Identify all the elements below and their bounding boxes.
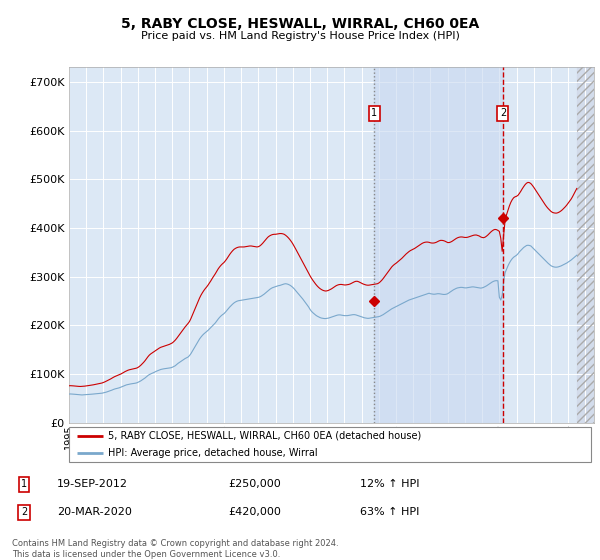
Text: 1: 1	[371, 109, 377, 118]
Text: 12% ↑ HPI: 12% ↑ HPI	[360, 479, 419, 489]
Text: HPI: Average price, detached house, Wirral: HPI: Average price, detached house, Wirr…	[108, 448, 318, 458]
Bar	[577, 67, 594, 423]
Text: Contains HM Land Registry data © Crown copyright and database right 2024.
This d: Contains HM Land Registry data © Crown c…	[12, 539, 338, 559]
Text: 2: 2	[500, 109, 506, 118]
Text: 2: 2	[21, 507, 27, 517]
Text: 5, RABY CLOSE, HESWALL, WIRRAL, CH60 0EA (detached house): 5, RABY CLOSE, HESWALL, WIRRAL, CH60 0EA…	[108, 431, 421, 441]
Text: 1: 1	[21, 479, 27, 489]
Text: £420,000: £420,000	[228, 507, 281, 517]
Text: Price paid vs. HM Land Registry's House Price Index (HPI): Price paid vs. HM Land Registry's House …	[140, 31, 460, 41]
FancyBboxPatch shape	[69, 427, 591, 462]
Bar	[374, 67, 503, 423]
Text: 5, RABY CLOSE, HESWALL, WIRRAL, CH60 0EA: 5, RABY CLOSE, HESWALL, WIRRAL, CH60 0EA	[121, 17, 479, 31]
Text: 63% ↑ HPI: 63% ↑ HPI	[360, 507, 419, 517]
Text: £250,000: £250,000	[228, 479, 281, 489]
Text: 20-MAR-2020: 20-MAR-2020	[57, 507, 132, 517]
Text: 19-SEP-2012: 19-SEP-2012	[57, 479, 128, 489]
Bar	[577, 67, 594, 423]
